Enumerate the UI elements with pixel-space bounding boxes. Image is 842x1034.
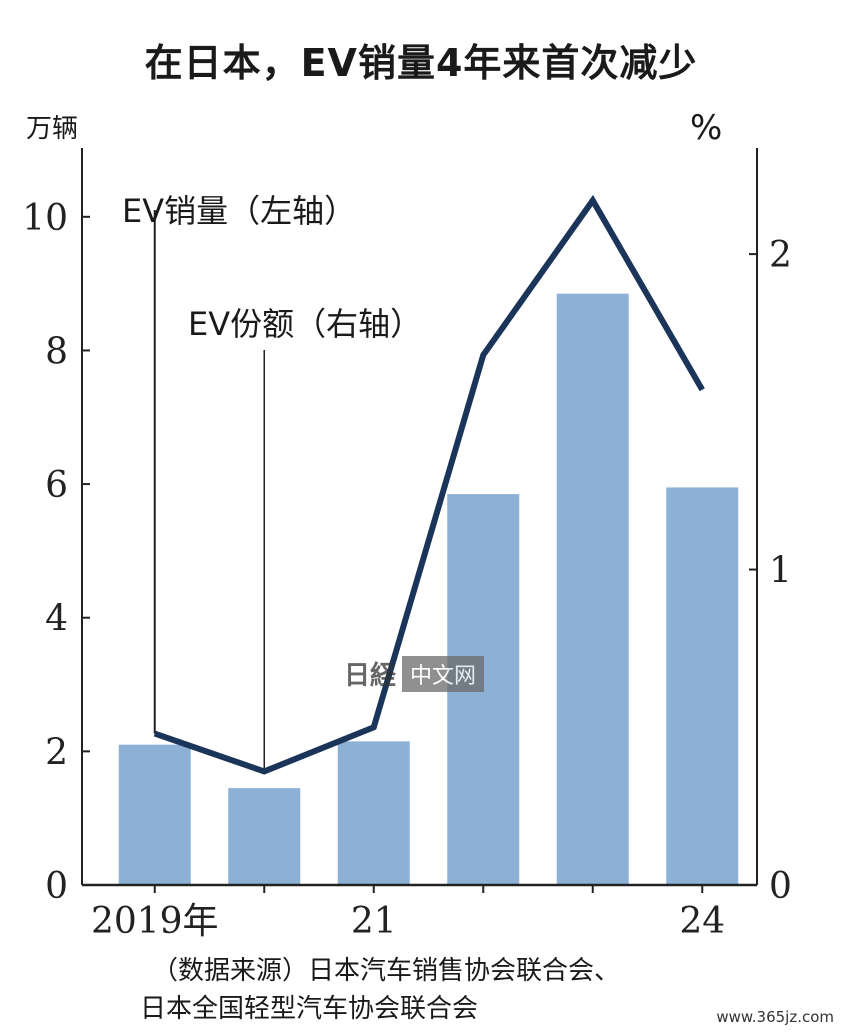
left-tick-label: 0 <box>45 866 68 907</box>
source-line-2: 日本全国轻型汽车协会联合会 <box>140 994 479 1024</box>
bar-ev-sales <box>556 293 629 886</box>
left-tick-label: 8 <box>45 331 68 372</box>
left-tick-label: 4 <box>45 599 68 640</box>
label-ev-share: EV份额（右轴） <box>188 305 422 343</box>
left-axis-unit: 万辆 <box>26 114 79 144</box>
watermark: 日経 中文网 <box>344 655 485 692</box>
bar-ev-sales <box>118 744 191 885</box>
right-tick-label: 1 <box>769 551 792 592</box>
label-ev-sales: EV销量（左轴） <box>122 192 356 230</box>
left-tick-label: 10 <box>22 198 68 239</box>
bar-ev-sales <box>666 487 739 885</box>
site-watermark: www.365jz.com <box>716 1008 834 1026</box>
watermark-logo: 日経 <box>344 661 397 691</box>
bar-ev-sales <box>337 741 410 885</box>
watermark-text: 中文网 <box>402 655 485 692</box>
x-tick-label: 21 <box>351 901 397 942</box>
chart-title: 在日本，EV销量4年来首次减少 <box>144 41 698 85</box>
right-tick-label: 2 <box>769 235 792 276</box>
left-tick-label: 6 <box>45 465 68 506</box>
right-tick-label: 0 <box>769 866 792 907</box>
source-line-1: （数据来源）日本汽车销售协会联合会、 <box>152 956 621 986</box>
line-ev-share <box>153 194 705 775</box>
x-tick-label: 24 <box>679 901 725 942</box>
left-tick-label: 2 <box>45 732 68 773</box>
bar-ev-sales <box>228 788 301 885</box>
x-tick-label: 2019年 <box>91 901 219 942</box>
right-axis-unit: % <box>690 108 723 148</box>
